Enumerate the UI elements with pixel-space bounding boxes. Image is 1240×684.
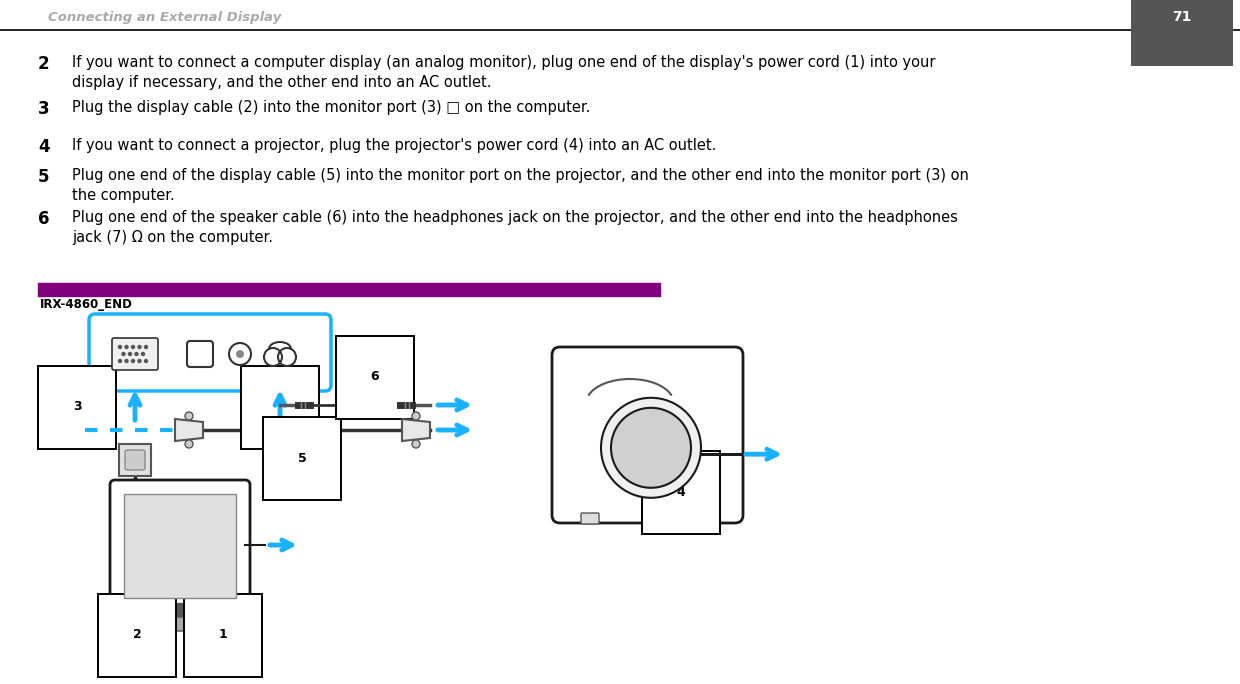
Text: IRX-4860_END: IRX-4860_END xyxy=(40,298,133,311)
Circle shape xyxy=(145,345,148,349)
Text: If you want to connect a computer display (an analog monitor), plug one end of t: If you want to connect a computer displa… xyxy=(72,55,935,90)
Text: If you want to connect a projector, plug the projector's power cord (4) into an : If you want to connect a projector, plug… xyxy=(72,138,717,153)
FancyBboxPatch shape xyxy=(110,480,250,610)
Circle shape xyxy=(412,412,420,420)
Circle shape xyxy=(131,360,134,363)
FancyBboxPatch shape xyxy=(119,444,151,476)
Text: 2: 2 xyxy=(133,629,141,642)
Circle shape xyxy=(229,343,250,365)
Circle shape xyxy=(119,345,122,349)
Text: Plug one end of the display cable (5) into the monitor port on the projector, an: Plug one end of the display cable (5) in… xyxy=(72,168,968,203)
FancyBboxPatch shape xyxy=(124,494,236,598)
Text: 3: 3 xyxy=(73,401,82,414)
FancyBboxPatch shape xyxy=(125,450,145,470)
FancyBboxPatch shape xyxy=(582,513,599,524)
Text: 1: 1 xyxy=(218,629,227,642)
Circle shape xyxy=(138,360,141,363)
FancyBboxPatch shape xyxy=(112,338,157,370)
FancyBboxPatch shape xyxy=(148,617,212,631)
Circle shape xyxy=(601,398,701,498)
FancyBboxPatch shape xyxy=(552,347,743,523)
Text: 71: 71 xyxy=(1172,10,1192,24)
Text: 5: 5 xyxy=(298,451,306,464)
Circle shape xyxy=(125,360,128,363)
Circle shape xyxy=(138,345,141,349)
Circle shape xyxy=(145,360,148,363)
Text: 7: 7 xyxy=(275,401,284,414)
Circle shape xyxy=(135,352,138,356)
Circle shape xyxy=(185,440,193,448)
Circle shape xyxy=(141,352,145,356)
Circle shape xyxy=(621,418,681,478)
Circle shape xyxy=(236,350,244,358)
Circle shape xyxy=(129,352,131,356)
Text: 4: 4 xyxy=(38,138,50,156)
Text: 6: 6 xyxy=(38,210,50,228)
Text: 3: 3 xyxy=(38,100,50,118)
Circle shape xyxy=(131,345,134,349)
Polygon shape xyxy=(1200,8,1210,26)
Text: 6: 6 xyxy=(371,371,379,384)
Text: Connecting an External Display: Connecting an External Display xyxy=(48,12,281,25)
Polygon shape xyxy=(1153,8,1163,26)
Text: Plug the display cable (2) into the monitor port (3) □ on the computer.: Plug the display cable (2) into the moni… xyxy=(72,100,590,115)
Text: Plug one end of the speaker cable (6) into the headphones jack on the projector,: Plug one end of the speaker cable (6) in… xyxy=(72,210,957,246)
Circle shape xyxy=(641,438,661,458)
Circle shape xyxy=(611,408,691,488)
FancyBboxPatch shape xyxy=(187,341,213,367)
Text: 2: 2 xyxy=(38,55,50,73)
Circle shape xyxy=(122,352,125,356)
Text: 4: 4 xyxy=(677,486,686,499)
FancyBboxPatch shape xyxy=(89,314,331,391)
Circle shape xyxy=(125,345,128,349)
Circle shape xyxy=(631,428,671,468)
Circle shape xyxy=(412,440,420,448)
Text: 5: 5 xyxy=(38,168,50,186)
Polygon shape xyxy=(402,419,430,441)
Circle shape xyxy=(119,360,122,363)
FancyBboxPatch shape xyxy=(686,513,704,524)
Circle shape xyxy=(185,412,193,420)
Polygon shape xyxy=(175,419,203,441)
